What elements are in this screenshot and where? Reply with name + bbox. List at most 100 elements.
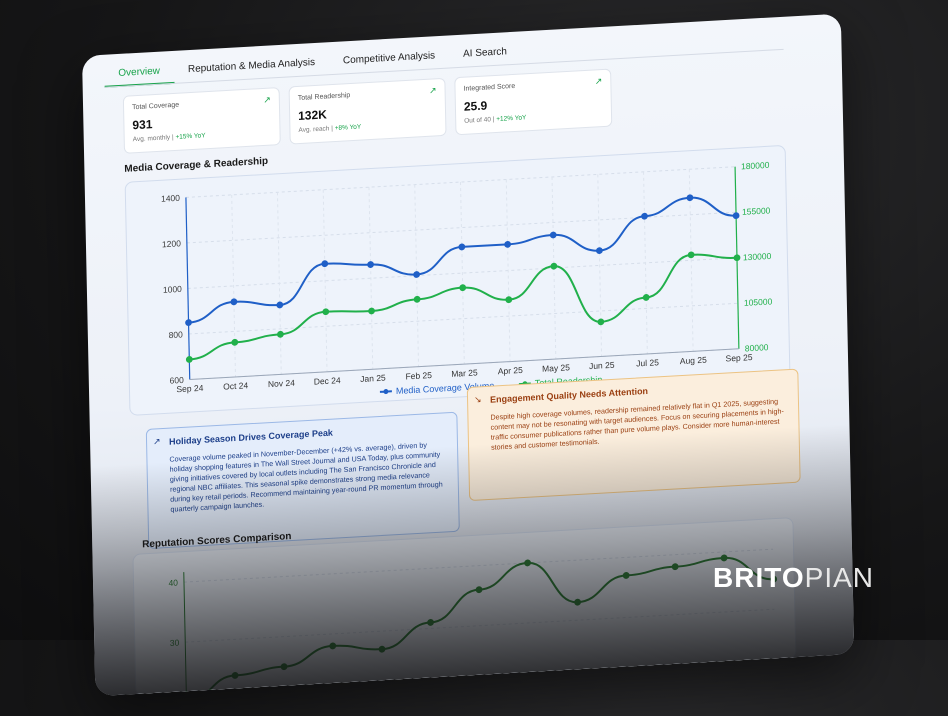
trend-up-icon: ↗ [594,75,603,87]
x-tick-label: Mar 25 [451,367,478,378]
dashboard-stage: Overview Reputation & Media Analysis Com… [82,13,865,716]
kpi-card-total-coverage: Total Coverage ↗ 931 Avg. monthly | +15%… [122,87,281,154]
grid-line [188,302,738,335]
kpi-label: Total Readership [297,92,351,103]
grid-line [276,192,282,375]
y-left-tick-label: 1000 [163,284,182,295]
x-tick-label: Aug 25 [680,355,707,367]
data-point [277,330,284,338]
x-tick-label: Oct 24 [223,380,248,391]
data-point [597,318,605,326]
data-point [378,645,386,653]
grid-line [322,189,328,372]
data-point [687,251,695,259]
grid-line [597,174,603,357]
trend-up-icon: ↗ [152,436,161,447]
data-point [368,307,375,315]
kpi-card-integrated-score: Integrated Score ↗ 25.9 Out of 40 | +12%… [454,68,613,136]
data-point [475,586,483,594]
insight-card-holiday: ↗ Holiday Season Drives Coverage Peak Co… [145,411,460,550]
data-point [574,598,581,606]
trend-up-icon: ↗ [263,94,271,105]
data-point [185,319,192,326]
reputation-series-line [186,556,774,697]
data-point [185,356,193,363]
data-point [459,284,467,292]
kpi-label: Integrated Score [463,82,516,93]
data-point [230,298,238,306]
x-tick-label: Jun 25 [589,360,615,371]
data-point [231,338,239,346]
x-axis [189,348,739,380]
kpi-card-total-readership: Total Readership ↗ 132K Avg. reach | +8%… [288,77,447,145]
data-point [280,663,288,671]
y-left-axis [185,197,191,380]
data-point [505,296,513,304]
data-point [733,254,741,262]
x-tick-label: Jan 25 [360,373,386,384]
data-point [321,260,329,268]
grid-line [505,179,511,362]
kpi-value: 132K [298,107,327,124]
data-point [549,231,557,239]
data-point [367,261,374,268]
data-point [622,572,630,579]
data-point [732,212,740,220]
insight-title: Engagement Quality Needs Attention [489,385,649,405]
media-section-title: Media Coverage & Readership [124,155,269,175]
data-point [276,301,284,309]
data-point [504,240,512,248]
trend-down-icon: ↘ [473,394,482,405]
y-tick-label: 40 [168,577,178,588]
data-point [642,294,650,301]
y-right-tick-label: 105000 [744,296,773,308]
kpi-value: 25.9 [463,98,488,114]
grid-line [643,171,648,354]
insight-body: Coverage volume peaked in November-Decem… [169,440,443,514]
x-tick-label: Feb 25 [405,370,432,381]
media-chart-card: 600 800 1000 1200 1400 80000 105000 130000 15500… [124,144,791,416]
y-axis [183,572,187,697]
insight-title: Holiday Season Drives Coverage Peak [168,427,333,447]
y-right-tick-label: 155000 [742,205,771,217]
grid-line [185,608,775,643]
y-left-tick-label: 600 [169,375,184,386]
y-tick-label: 30 [170,637,180,648]
kpi-label: Total Coverage [131,101,180,112]
data-point [524,559,532,567]
y-right-tick-label: 180000 [741,160,770,172]
y-right-tick-label: 130000 [743,251,772,263]
data-point [641,212,648,220]
data-point [550,262,558,270]
data-point [671,563,679,571]
grid-line [368,187,374,370]
data-point [329,642,337,650]
data-point [720,554,728,562]
y-right-tick-label: 80000 [745,342,769,353]
kpi-sub: Avg. reach | +8% YoY [298,123,362,135]
x-tick-label: Apr 25 [498,365,523,376]
data-point [231,672,239,679]
y-left-tick-label: 1200 [162,238,181,249]
x-tick-label: Nov 24 [268,378,295,390]
data-point [427,619,434,626]
kpi-sub: Out of 40 | +12% YoY [464,114,527,125]
data-point [413,295,421,303]
data-point [458,243,466,251]
x-tick-label: Jul 25 [636,357,659,368]
insight-body: Despite high coverage volumes, readershi… [490,396,784,452]
legend-marker [383,389,389,395]
trend-up-icon: ↗ [428,85,437,96]
data-point [322,308,330,316]
data-point [595,247,603,255]
grid-line [231,194,236,377]
data-point [686,194,694,202]
x-tick-label: Sep 25 [726,352,753,364]
kpi-value: 931 [132,117,153,133]
insight-card-engagement: ↘ Engagement Quality Needs Attention Des… [466,368,801,502]
x-tick-label: May 25 [542,362,570,374]
kpi-sub: Avg. monthly | +15% YoY [132,132,206,144]
media-coverage-chart: 600 800 1000 1200 1400 80000 105000 130000 15500… [161,160,773,396]
y-left-tick-label: 800 [169,329,184,340]
data-point [413,271,421,278]
